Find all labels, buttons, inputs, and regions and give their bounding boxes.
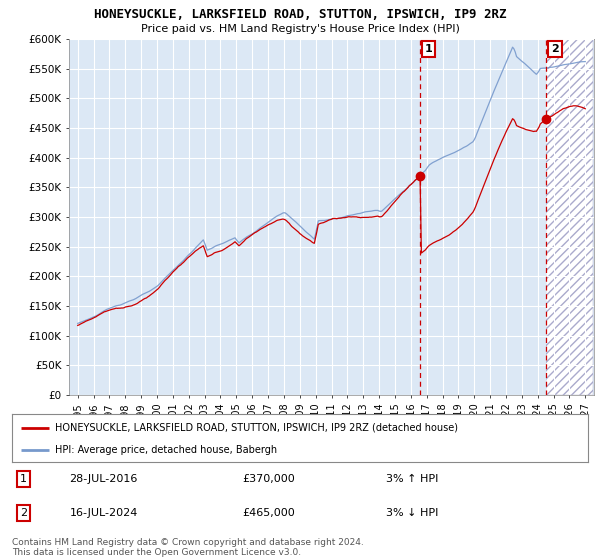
Text: 16-JUL-2024: 16-JUL-2024 <box>70 508 138 518</box>
Text: HONEYSUCKLE, LARKSFIELD ROAD, STUTTON, IPSWICH, IP9 2RZ (detached house): HONEYSUCKLE, LARKSFIELD ROAD, STUTTON, I… <box>55 423 458 433</box>
Bar <box>546 39 593 395</box>
Text: 1: 1 <box>20 474 27 484</box>
Text: Price paid vs. HM Land Registry's House Price Index (HPI): Price paid vs. HM Land Registry's House … <box>140 24 460 34</box>
Text: HONEYSUCKLE, LARKSFIELD ROAD, STUTTON, IPSWICH, IP9 2RZ: HONEYSUCKLE, LARKSFIELD ROAD, STUTTON, I… <box>94 8 506 21</box>
Text: 2: 2 <box>551 44 559 54</box>
Bar <box>546 39 593 395</box>
Text: HPI: Average price, detached house, Babergh: HPI: Average price, detached house, Babe… <box>55 445 277 455</box>
Text: £465,000: £465,000 <box>242 508 295 518</box>
Text: Contains HM Land Registry data © Crown copyright and database right 2024.
This d: Contains HM Land Registry data © Crown c… <box>12 538 364 557</box>
Text: 3% ↓ HPI: 3% ↓ HPI <box>386 508 439 518</box>
Text: £370,000: £370,000 <box>242 474 295 484</box>
Text: 3% ↑ HPI: 3% ↑ HPI <box>386 474 439 484</box>
Text: 2: 2 <box>20 508 27 518</box>
Text: 28-JUL-2016: 28-JUL-2016 <box>70 474 138 484</box>
Text: 1: 1 <box>425 44 433 54</box>
Bar <box>67 39 546 395</box>
